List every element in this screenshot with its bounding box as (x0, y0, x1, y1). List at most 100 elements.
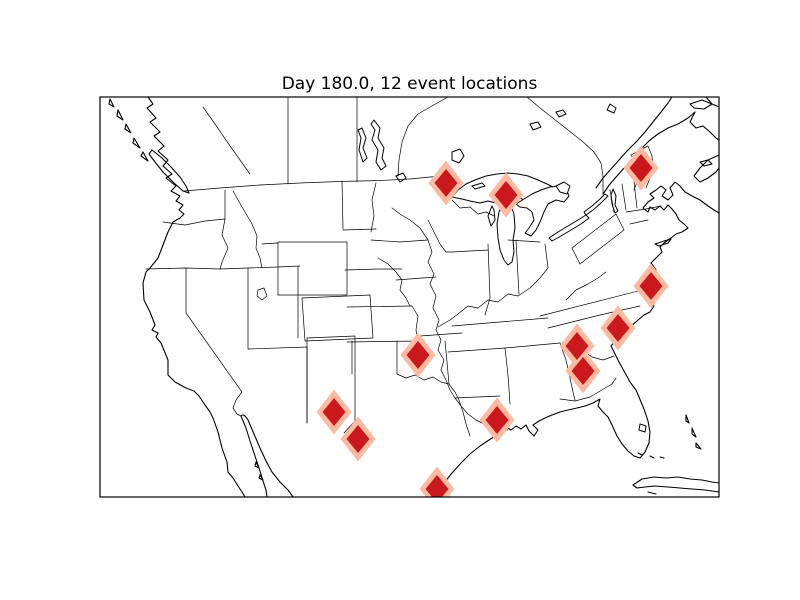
prince-edward-island (699, 159, 713, 167)
green-bay (487, 205, 496, 227)
event-marker-georgia-north (565, 332, 589, 360)
border-tx-la-sabine (448, 383, 471, 437)
alaska-panhandle-islands (108, 98, 149, 162)
lake-erie (548, 214, 590, 242)
border-mt-south (261, 242, 279, 245)
bahamas (685, 414, 702, 450)
event-marker-oklahoma (406, 341, 430, 369)
border-missouri-river-ne (377, 257, 411, 307)
border-us-canada-49th (183, 175, 449, 192)
border-in-oh (515, 239, 520, 295)
event-marker-west-texas-north (322, 398, 346, 426)
event-marker-western-lake-superior (434, 169, 458, 197)
border-tn-south (447, 342, 561, 353)
isle-royale (471, 182, 486, 190)
border-wy-box (277, 241, 348, 296)
state-borders-layer (145, 145, 662, 437)
border-id-mt (232, 190, 263, 269)
lake-okeechobee (638, 423, 647, 433)
border-ms-al (504, 347, 511, 405)
great-lakes-layer (451, 172, 619, 266)
event-marker-georgia-south (571, 357, 595, 385)
border-ny-pa (571, 213, 617, 249)
canada-layer (183, 97, 617, 195)
st-lawrence-south-shore (602, 111, 719, 195)
ohio-river (437, 267, 549, 328)
border-oh-pa (544, 243, 549, 269)
great-salt-lake (256, 287, 268, 301)
border-nd-sd (342, 228, 377, 231)
border-mn-south (370, 239, 429, 243)
gulf-islands (254, 461, 264, 481)
lake-winnipegosis (357, 127, 368, 163)
border-red-river-north (370, 182, 377, 233)
border-ca-nv (185, 267, 243, 393)
baja-east-coast (240, 415, 268, 497)
border-co-box (301, 294, 374, 342)
border-sd-ne (344, 268, 403, 271)
border-nh-me (633, 181, 638, 209)
border-manitoba-ontario (397, 97, 449, 177)
border-ne-ks (346, 305, 413, 308)
border-ia-mo (395, 276, 437, 281)
border-mo-ar (419, 332, 463, 337)
border-ca-az-river (232, 391, 243, 417)
border-ar-la (454, 395, 501, 399)
long-island (654, 238, 672, 247)
mississippi-river (391, 207, 509, 431)
border-or-id (219, 218, 229, 270)
georgian-bay (555, 181, 571, 195)
quebec-lakes (529, 103, 617, 131)
border-pa-west (571, 247, 581, 265)
border-ga-fl (559, 377, 617, 402)
border-va-nc (539, 287, 651, 317)
border-pa-md (579, 229, 625, 265)
border-ks-ok (346, 340, 421, 343)
lake-nipigon (451, 148, 465, 164)
cuba (632, 476, 719, 495)
border-wi-mi-up (451, 199, 495, 217)
event-marker-carolina-coast (606, 314, 630, 342)
border-bc-alberta (202, 106, 251, 175)
border-al-ga (559, 342, 576, 401)
lake-ontario (583, 193, 609, 216)
plot-title: Day 180.0, 12 event locations (281, 74, 538, 94)
baja-west-coast (212, 417, 246, 497)
lake-of-the-woods (395, 172, 407, 183)
border-wi-west (427, 219, 453, 253)
border-ky-tn (451, 317, 549, 327)
border-mt-nd (341, 180, 344, 230)
event-marker-west-texas-south (346, 425, 370, 453)
border-wa-or (162, 218, 226, 226)
border-vt-nh (621, 183, 627, 211)
map-layers (108, 97, 719, 497)
pacific-coast (142, 97, 214, 419)
border-ny-vt (609, 189, 615, 213)
lake-huron (515, 185, 570, 237)
border-tx-panhandle (351, 340, 398, 375)
anticosti-island (689, 99, 713, 110)
border-il-in (484, 243, 491, 316)
gulf-of-california-mainland (240, 414, 294, 497)
border-ct-ri (629, 219, 649, 225)
event-marker-northern-lake-michigan (494, 181, 518, 209)
gulf-atlantic-coast (436, 181, 719, 494)
event-core-markers (322, 154, 663, 497)
lake-winnipeg (370, 119, 387, 171)
border-wi-il (451, 249, 489, 253)
border-ut-az (247, 346, 308, 350)
plot-frame (99, 96, 720, 498)
event-marker-louisiana-coast (485, 406, 509, 434)
border-42n (145, 265, 301, 270)
event-marker-chesapeake-virginia (639, 272, 663, 300)
newfoundland-corner (705, 97, 719, 108)
border-red-river-ok-tx (396, 373, 450, 385)
coastline-layer (108, 97, 719, 497)
border-wv-va (565, 271, 607, 301)
event-marker-maine (629, 154, 653, 182)
florida-keys (637, 452, 665, 459)
border-nc-sc (547, 305, 641, 329)
vancouver-island (148, 149, 190, 194)
